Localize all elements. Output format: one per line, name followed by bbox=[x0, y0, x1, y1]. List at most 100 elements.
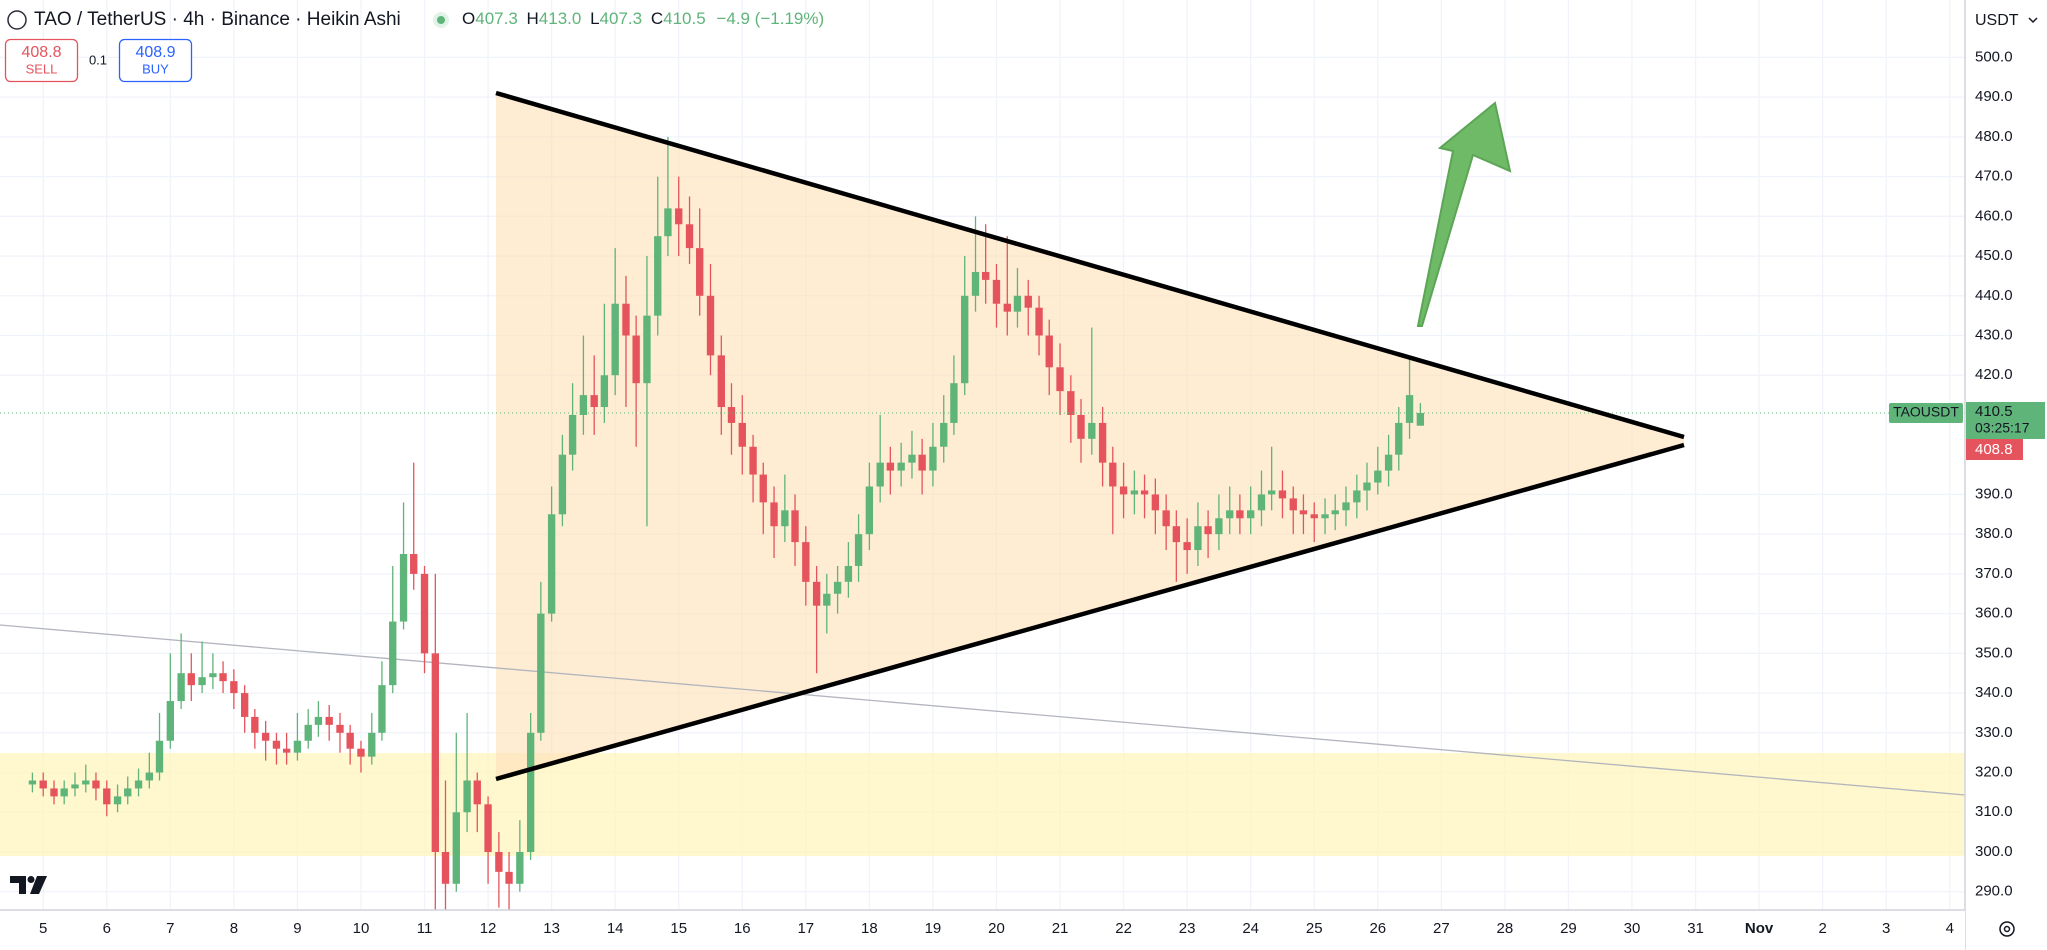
candle-body bbox=[1321, 514, 1329, 519]
x-tick-label: 9 bbox=[293, 920, 301, 937]
candle-body bbox=[134, 780, 143, 789]
candle-body bbox=[336, 724, 344, 733]
candle-body bbox=[749, 446, 757, 475]
candle-body bbox=[1236, 510, 1244, 519]
buy-price: 408.9 bbox=[135, 44, 175, 61]
sell-button[interactable] bbox=[4, 38, 79, 83]
ohlc-key: C bbox=[651, 9, 663, 28]
currency-dropdown[interactable] bbox=[1968, 3, 2044, 37]
symbol-title[interactable]: TAO / TetherUS · 4h · Binance · Heikin A… bbox=[34, 9, 401, 30]
candle-body bbox=[1088, 422, 1096, 439]
y-tick-label: 370.0 bbox=[1975, 565, 2013, 582]
candle-body bbox=[240, 693, 249, 717]
x-tick-label: 31 bbox=[1687, 920, 1704, 937]
candle-body bbox=[961, 295, 969, 384]
y-tick-label: 350.0 bbox=[1975, 644, 2013, 661]
candle-body bbox=[802, 542, 810, 582]
candle-body bbox=[282, 748, 291, 753]
y-tick-label: 360.0 bbox=[1975, 605, 2013, 622]
candle-body bbox=[230, 681, 238, 694]
candle-body bbox=[1140, 490, 1149, 495]
y-tick-label: 440.0 bbox=[1975, 287, 2013, 304]
y-tick-label: 430.0 bbox=[1975, 326, 2013, 343]
candle-body bbox=[441, 851, 450, 884]
candle-body bbox=[600, 375, 609, 408]
x-tick-label: 26 bbox=[1369, 920, 1386, 937]
candle-body bbox=[293, 740, 302, 753]
candle-body bbox=[770, 502, 778, 527]
candle-body bbox=[357, 748, 365, 757]
candle-body bbox=[1172, 526, 1181, 543]
countdown: 03:25:17 bbox=[1975, 420, 2030, 436]
candle-body bbox=[1384, 454, 1393, 471]
drawings-front bbox=[495, 90, 1685, 782]
candle-body bbox=[495, 851, 503, 872]
candle-body bbox=[1056, 367, 1064, 392]
last-price-tag bbox=[1966, 401, 2045, 439]
candle-body bbox=[1067, 391, 1075, 415]
candle-body bbox=[71, 784, 79, 789]
candle-body bbox=[452, 812, 460, 884]
dropdown-chevron bbox=[2028, 17, 2038, 24]
ohlc-values: O407.3 H413.0 L407.3 C410.5 −4.9 (−1.19%… bbox=[462, 9, 824, 28]
candle-body bbox=[738, 422, 746, 447]
candle-body bbox=[568, 414, 577, 455]
y-tick-label: 330.0 bbox=[1975, 724, 2013, 741]
price-change: −4.9 (−1.19%) bbox=[716, 9, 824, 28]
buy-button[interactable] bbox=[118, 38, 193, 83]
quantity: 0.1 bbox=[89, 52, 107, 67]
candle-body bbox=[261, 732, 270, 741]
y-tick-label: 490.0 bbox=[1975, 88, 2013, 105]
settings-button[interactable] bbox=[1999, 921, 2015, 937]
support-zone bbox=[0, 753, 1965, 856]
x-tick-label: 27 bbox=[1433, 920, 1450, 937]
buy-label: BUY bbox=[142, 61, 169, 76]
y-tick-label: 340.0 bbox=[1975, 684, 2013, 701]
candle-body bbox=[1226, 510, 1234, 519]
candle-body bbox=[516, 851, 524, 884]
logo-part bbox=[27, 876, 35, 883]
x-tick-label: 15 bbox=[670, 920, 687, 937]
price-axis-panel bbox=[1965, 0, 2047, 950]
x-tick-label: 24 bbox=[1242, 920, 1259, 937]
candle-body bbox=[590, 395, 598, 408]
candle-body bbox=[410, 554, 418, 574]
candle-body bbox=[717, 355, 725, 408]
triangle-lower-line bbox=[495, 442, 1685, 782]
x-tick-label: 16 bbox=[734, 920, 751, 937]
candle-body bbox=[82, 780, 90, 785]
candle-body bbox=[1310, 514, 1318, 519]
candle-body bbox=[1374, 470, 1382, 483]
candle-body bbox=[1035, 307, 1043, 336]
candle-body bbox=[251, 716, 259, 733]
y-tick-label: 380.0 bbox=[1975, 525, 2013, 542]
candle-body bbox=[60, 788, 68, 797]
candle-body bbox=[696, 248, 704, 296]
y-tick-label: 450.0 bbox=[1975, 247, 2013, 264]
breakout-arrow bbox=[1416, 101, 1512, 327]
x-tick-label: 20 bbox=[988, 920, 1005, 937]
candle-body bbox=[1151, 494, 1160, 511]
settings-icon bbox=[2003, 925, 2011, 933]
candle-body bbox=[727, 407, 736, 423]
candle-body bbox=[812, 581, 821, 606]
sell-label: SELL bbox=[26, 61, 58, 76]
y-tick-label: 420.0 bbox=[1975, 366, 2013, 383]
candle-body bbox=[579, 395, 588, 415]
candle-body bbox=[420, 573, 429, 654]
bid-price-tag bbox=[1966, 438, 2023, 460]
ohlc-key: L bbox=[590, 9, 599, 28]
x-tick-label: 11 bbox=[417, 920, 433, 937]
candle-body bbox=[929, 446, 937, 471]
y-tick-label: 300.0 bbox=[1975, 843, 2013, 860]
y-tick-label: 310.0 bbox=[1975, 803, 2013, 820]
candle-body bbox=[272, 740, 281, 749]
symbol-icon[interactable] bbox=[7, 10, 27, 30]
candle-body bbox=[187, 673, 195, 686]
candle-body bbox=[103, 788, 111, 805]
candle-body bbox=[1353, 490, 1361, 503]
candle-body bbox=[643, 315, 651, 384]
x-tick-label: 5 bbox=[39, 920, 47, 937]
y-tick-label: 390.0 bbox=[1975, 485, 2013, 502]
